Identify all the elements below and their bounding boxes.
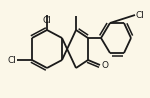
Text: Cl: Cl	[43, 16, 51, 25]
Text: O: O	[102, 60, 108, 69]
Text: Cl: Cl	[136, 10, 145, 20]
Text: Cl: Cl	[7, 55, 16, 64]
